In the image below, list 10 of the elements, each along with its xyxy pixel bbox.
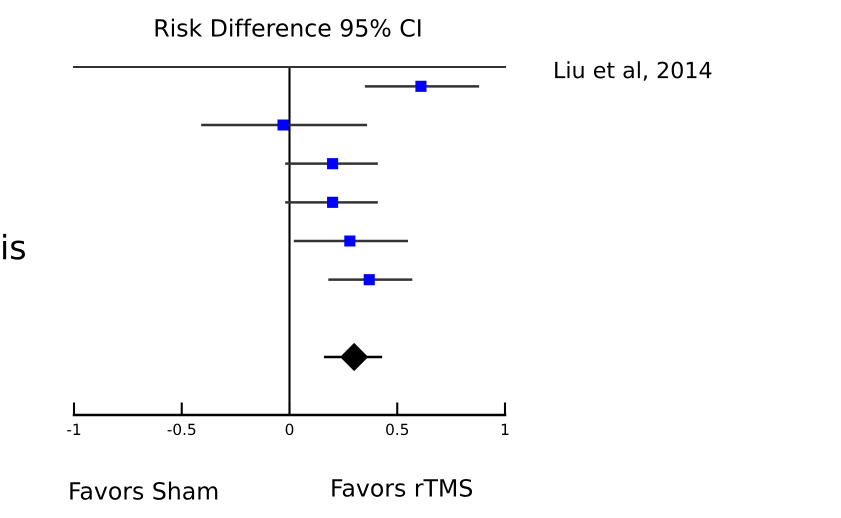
text: Favors rTMS: [332, 478, 472, 497]
x-tick-label: -1: [67, 424, 80, 435]
x-tick-label: 1: [502, 424, 508, 435]
x-tick-label: 0: [286, 424, 294, 436]
chart-title: Risk Difference 95% CI: [156, 18, 420, 37]
x-tick-label: 0.5: [386, 424, 408, 436]
text: is: [3, 234, 25, 260]
text: Liu et al, 2014: [555, 61, 712, 81]
text: Favors Sham: [70, 482, 218, 500]
x-tick-label: -0.5: [168, 424, 196, 436]
